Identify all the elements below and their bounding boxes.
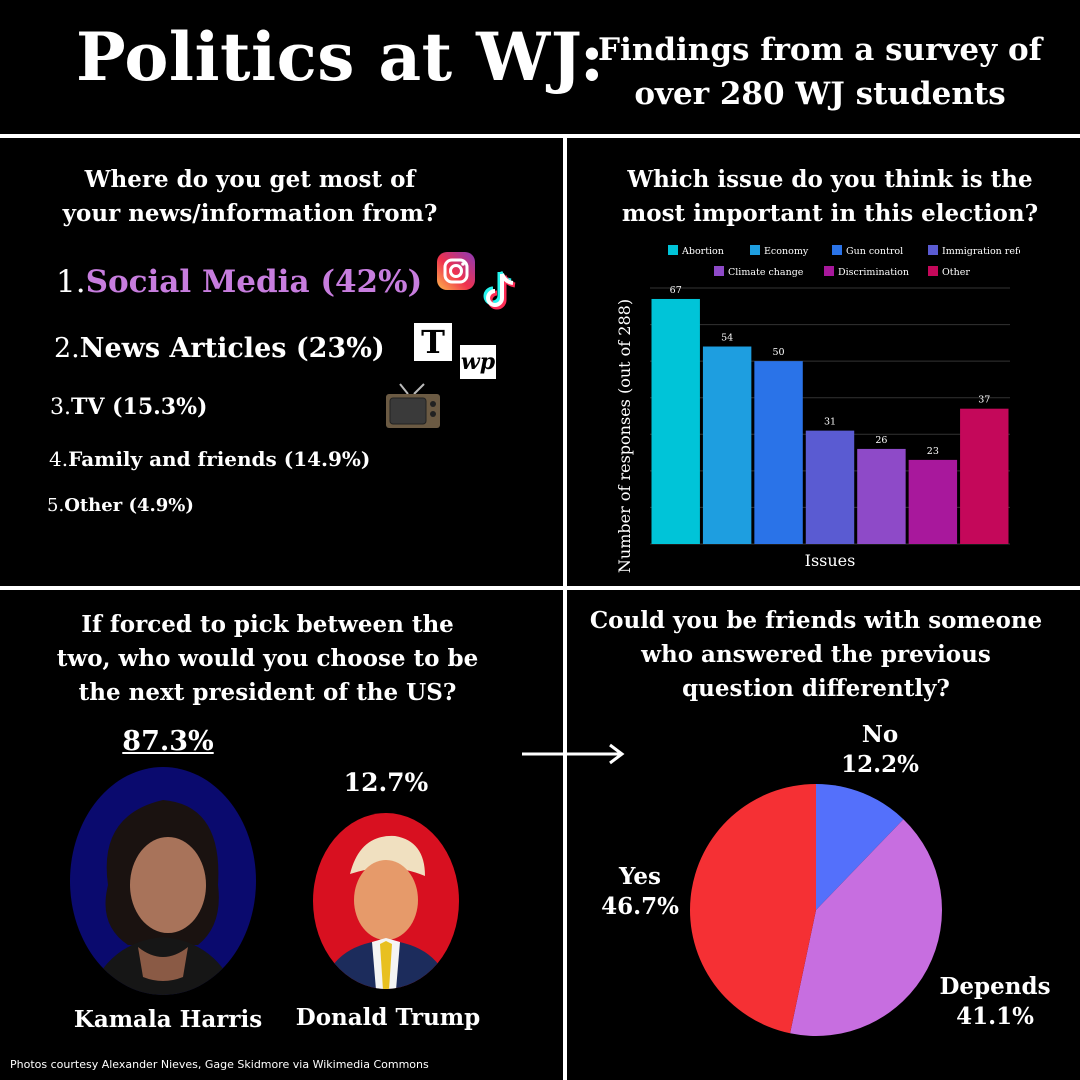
legend-label: Discrimination <box>838 267 909 278</box>
divider-middle <box>0 586 1080 590</box>
nyt-icon: T <box>414 323 452 361</box>
harris-name: Kamala Harris <box>73 1006 263 1033</box>
news-item-3: 3.TV (15.3%) <box>50 394 207 420</box>
issues-question-line-2: most important in this election? <box>621 200 1039 227</box>
legend-swatch <box>714 266 724 276</box>
news-item-label: Social Media (42%) <box>85 264 423 300</box>
president-question-line-3: the next president of the US? <box>78 679 457 706</box>
news-item-1: 1.Social Media (42%) <box>56 264 422 300</box>
pie-label-yes: Yes 46.7% <box>580 862 700 922</box>
president-question: If forced to pick between the two, who w… <box>30 608 505 710</box>
friends-question: Could you be friends with someone who an… <box>580 604 1052 706</box>
tiktok-icon <box>476 268 522 314</box>
legend-label: Immigration reform <box>942 246 1020 257</box>
page-subtitle: Findings from a survey of over 280 WJ st… <box>590 28 1050 116</box>
legend-label: Other <box>942 267 970 278</box>
pie-label-yes-value: 46.7% <box>601 893 679 920</box>
tv-icon <box>384 382 442 432</box>
pie-slice-depends <box>790 819 943 1036</box>
friends-question-line-3: question differently? <box>682 675 950 702</box>
subtitle-line-2: over 280 WJ students <box>634 76 1006 112</box>
legend-label: Climate change <box>728 267 804 278</box>
news-item-number: 5. <box>47 495 65 516</box>
issues-bar-chart: Abortion Economy Gun control Immigration re… <box>615 245 1020 573</box>
bar <box>908 459 958 544</box>
friends-pie-chart <box>689 784 943 1036</box>
pie-label-no: No 12.2% <box>820 720 940 780</box>
bar-value-label: 23 <box>927 446 939 457</box>
pie-slice-no <box>816 784 904 910</box>
legend-swatch <box>928 266 938 276</box>
legend-label: Abortion <box>681 246 724 257</box>
news-question-line-2: your news/information from? <box>62 200 438 227</box>
news-question: Where do you get most of your news/infor… <box>20 163 480 231</box>
news-item-label: Other (4.9%) <box>64 495 194 516</box>
y-axis-label: Number of responses (out of 288) <box>615 299 634 573</box>
bar-value-label: 54 <box>721 333 733 344</box>
legend-swatch <box>668 245 678 255</box>
bar <box>651 298 700 544</box>
trump-percentage: 12.7% <box>343 768 429 797</box>
news-item-number: 4. <box>49 447 69 471</box>
bar-value-label: 37 <box>978 395 990 406</box>
trump-portrait <box>312 812 460 990</box>
divider-vertical <box>563 136 567 1080</box>
pie-label-yes-text: Yes <box>618 863 661 890</box>
arrow-icon <box>522 742 626 766</box>
issues-question: Which issue do you think is the most imp… <box>590 163 1070 231</box>
trump-name: Donald Trump <box>295 1004 481 1031</box>
bar-value-label: 50 <box>773 347 785 358</box>
news-item-label: News Articles (23%) <box>79 333 385 364</box>
legend-swatch <box>928 245 938 255</box>
harris-portrait <box>68 765 258 997</box>
pie-label-depends: Depends 41.1% <box>920 972 1070 1032</box>
news-item-label: Family and friends (14.9%) <box>68 447 371 471</box>
photo-credit: Photos courtesy Alexander Nieves, Gage S… <box>10 1058 429 1071</box>
bar <box>960 408 1009 544</box>
news-item-number: 1. <box>56 264 86 300</box>
washington-post-icon: wp <box>460 345 496 379</box>
legend-label: Economy <box>764 246 809 257</box>
instagram-icon <box>436 251 476 291</box>
bar <box>857 448 906 544</box>
news-item-4: 4.Family and friends (14.9%) <box>49 447 370 471</box>
legend-swatch <box>832 245 842 255</box>
x-axis-label: Issues <box>805 551 856 570</box>
news-item-number: 2. <box>54 333 80 364</box>
bar <box>754 361 803 544</box>
pie-slice-yes <box>689 784 816 1034</box>
pie-label-no-text: No <box>861 721 899 748</box>
subtitle-line-1: Findings from a survey of <box>598 32 1042 68</box>
news-item-number: 3. <box>50 395 71 420</box>
pie-label-depends-value: 41.1% <box>956 1003 1034 1030</box>
news-question-line-1: Where do you get most of <box>84 166 416 193</box>
news-item-2: 2.News Articles (23%) <box>54 333 385 364</box>
legend-swatch <box>750 245 760 255</box>
pie-label-no-value: 12.2% <box>841 751 919 778</box>
page-title: Politics at WJ: <box>76 18 605 96</box>
bar-value-label: 31 <box>824 417 836 428</box>
divider-top <box>0 134 1080 138</box>
legend-swatch <box>824 266 834 276</box>
harris-percentage: 87.3% <box>122 726 214 757</box>
friends-question-line-2: who answered the previous <box>641 641 991 668</box>
bar <box>805 430 855 544</box>
president-question-line-1: If forced to pick between the <box>81 611 454 638</box>
bar-value-label: 67 <box>670 285 682 296</box>
friends-question-line-1: Could you be friends with someone <box>589 607 1043 634</box>
bar <box>702 346 752 544</box>
president-question-line-2: two, who would you choose to be <box>56 645 479 672</box>
news-item-label: TV (15.3%) <box>71 394 208 420</box>
bar-value-label: 26 <box>875 435 887 446</box>
legend-label: Gun control <box>846 246 903 257</box>
issues-question-line-1: Which issue do you think is the <box>627 166 1033 193</box>
pie-label-depends-text: Depends <box>939 973 1051 1000</box>
news-item-5: 5.Other (4.9%) <box>47 495 194 516</box>
